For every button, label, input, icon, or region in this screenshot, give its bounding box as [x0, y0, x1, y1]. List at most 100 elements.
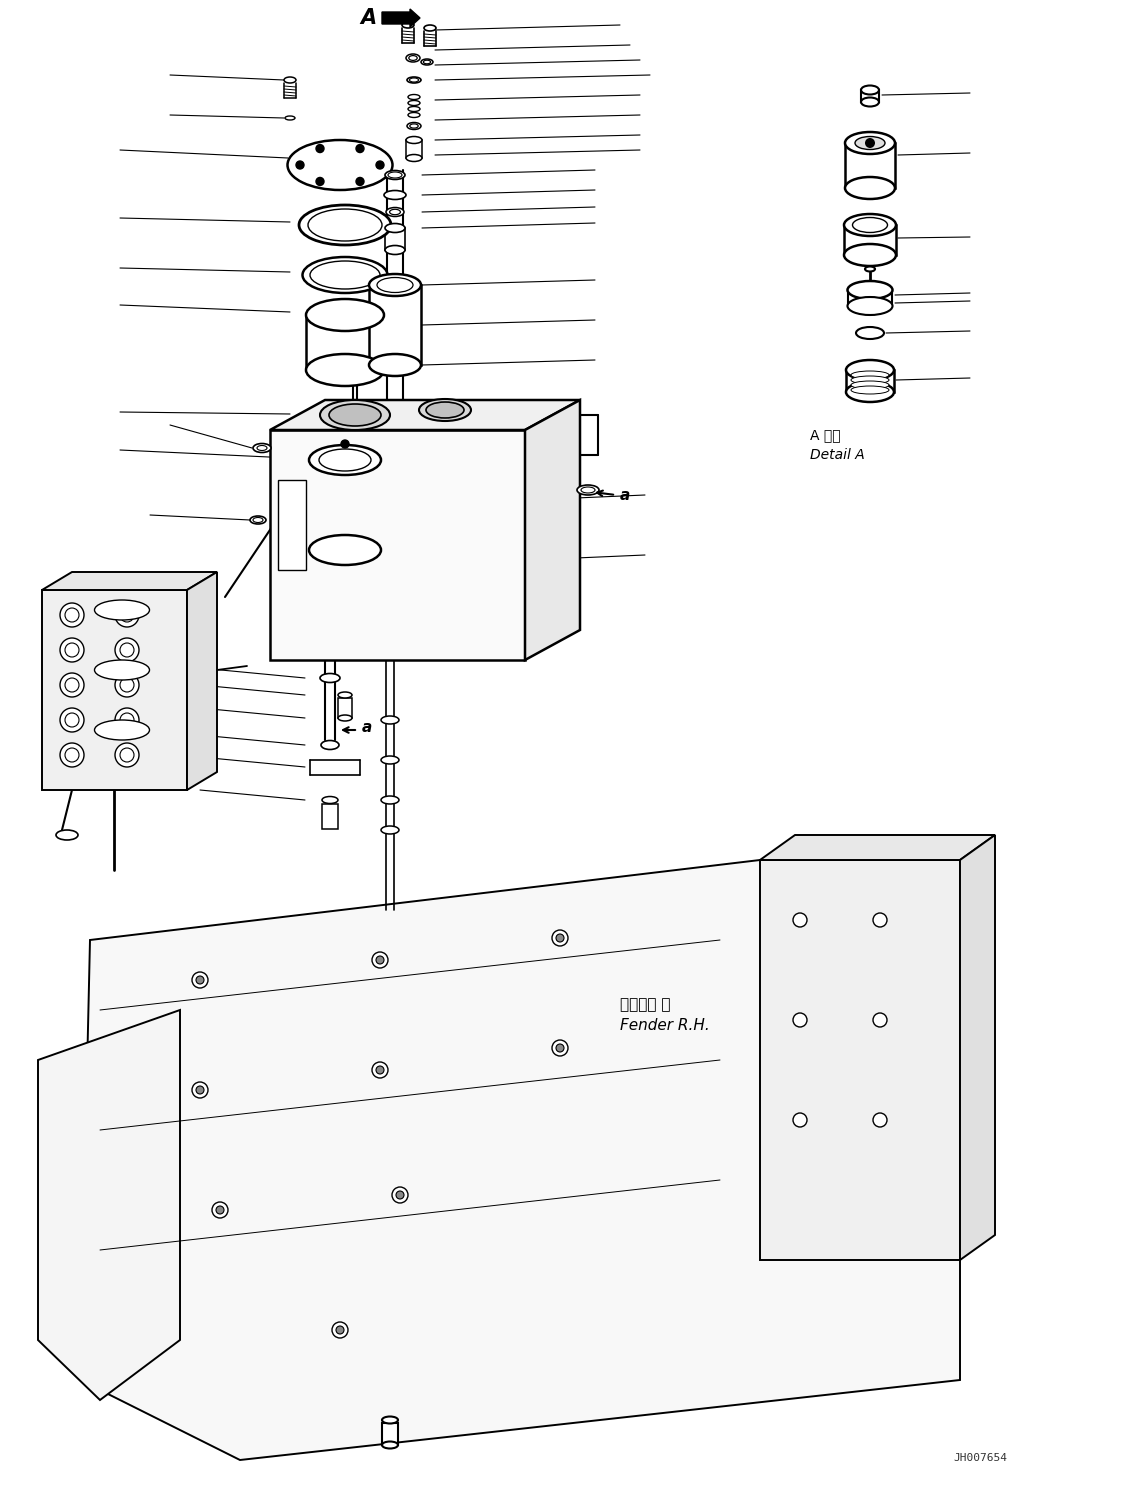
Ellipse shape	[424, 60, 431, 64]
Circle shape	[115, 709, 139, 733]
Ellipse shape	[385, 170, 406, 179]
Circle shape	[392, 1188, 408, 1203]
Circle shape	[65, 747, 80, 762]
Circle shape	[65, 677, 80, 692]
Circle shape	[552, 1040, 568, 1056]
Circle shape	[793, 1113, 807, 1126]
Ellipse shape	[369, 354, 421, 376]
Ellipse shape	[386, 207, 404, 216]
Circle shape	[60, 673, 84, 697]
Circle shape	[212, 1203, 228, 1217]
Circle shape	[556, 934, 563, 941]
Ellipse shape	[407, 78, 421, 84]
Circle shape	[197, 976, 204, 985]
Ellipse shape	[385, 246, 406, 255]
Polygon shape	[37, 1010, 179, 1399]
Ellipse shape	[321, 740, 339, 749]
Bar	[406, 140, 421, 158]
Circle shape	[864, 137, 875, 148]
Ellipse shape	[410, 124, 418, 128]
Circle shape	[115, 673, 139, 697]
Text: a: a	[362, 721, 373, 736]
Circle shape	[793, 1013, 807, 1026]
Ellipse shape	[844, 213, 896, 236]
Bar	[844, 225, 896, 255]
Ellipse shape	[329, 404, 381, 427]
Ellipse shape	[389, 172, 402, 178]
Ellipse shape	[309, 445, 381, 474]
Ellipse shape	[408, 100, 420, 106]
Ellipse shape	[94, 659, 150, 680]
Circle shape	[192, 971, 208, 988]
Circle shape	[376, 1065, 384, 1074]
Ellipse shape	[845, 131, 895, 154]
Ellipse shape	[382, 1416, 398, 1423]
Circle shape	[60, 639, 84, 662]
Ellipse shape	[253, 518, 264, 522]
Ellipse shape	[339, 692, 352, 698]
Ellipse shape	[381, 827, 399, 834]
Circle shape	[115, 603, 139, 627]
Circle shape	[396, 1191, 404, 1200]
Ellipse shape	[406, 155, 421, 161]
Bar	[847, 289, 892, 306]
Text: フェンダ 右: フェンダ 右	[620, 998, 670, 1013]
Ellipse shape	[851, 376, 889, 383]
Ellipse shape	[407, 122, 421, 130]
Polygon shape	[187, 571, 217, 789]
Ellipse shape	[861, 85, 879, 94]
Ellipse shape	[406, 136, 421, 143]
Circle shape	[332, 1322, 348, 1338]
Ellipse shape	[339, 715, 352, 721]
Ellipse shape	[94, 600, 150, 621]
Circle shape	[356, 145, 364, 152]
Circle shape	[120, 643, 134, 656]
Ellipse shape	[323, 406, 367, 424]
Ellipse shape	[308, 209, 382, 242]
Circle shape	[65, 609, 80, 622]
Ellipse shape	[857, 327, 884, 339]
Bar	[846, 370, 894, 392]
Ellipse shape	[408, 112, 420, 118]
Circle shape	[341, 440, 349, 448]
Ellipse shape	[851, 386, 889, 394]
Polygon shape	[42, 571, 217, 589]
Text: A: A	[360, 7, 376, 28]
Ellipse shape	[852, 218, 887, 233]
Circle shape	[872, 1013, 887, 1026]
Ellipse shape	[844, 245, 896, 266]
Ellipse shape	[306, 354, 384, 386]
Ellipse shape	[94, 721, 150, 740]
Bar	[382, 1423, 398, 1444]
Ellipse shape	[306, 298, 384, 331]
Circle shape	[216, 1206, 224, 1214]
Circle shape	[120, 609, 134, 622]
Ellipse shape	[419, 398, 471, 421]
Ellipse shape	[851, 380, 889, 389]
Circle shape	[60, 709, 84, 733]
Bar	[321, 804, 339, 830]
Ellipse shape	[56, 830, 78, 840]
Polygon shape	[760, 836, 995, 859]
Ellipse shape	[250, 516, 266, 524]
Ellipse shape	[320, 400, 390, 430]
Ellipse shape	[377, 278, 414, 292]
Ellipse shape	[287, 140, 393, 189]
Text: JH007654: JH007654	[953, 1453, 1006, 1464]
Ellipse shape	[409, 55, 417, 60]
Polygon shape	[42, 589, 187, 789]
Circle shape	[120, 713, 134, 727]
Bar	[309, 460, 381, 551]
Ellipse shape	[284, 78, 296, 84]
Circle shape	[296, 161, 304, 169]
Ellipse shape	[384, 191, 406, 200]
Ellipse shape	[409, 78, 418, 82]
Circle shape	[65, 643, 80, 656]
Circle shape	[120, 747, 134, 762]
FancyArrow shape	[382, 9, 420, 27]
Ellipse shape	[299, 204, 391, 245]
Text: Detail A: Detail A	[810, 448, 864, 463]
Circle shape	[556, 1044, 563, 1052]
Polygon shape	[960, 836, 995, 1261]
Ellipse shape	[381, 716, 399, 724]
